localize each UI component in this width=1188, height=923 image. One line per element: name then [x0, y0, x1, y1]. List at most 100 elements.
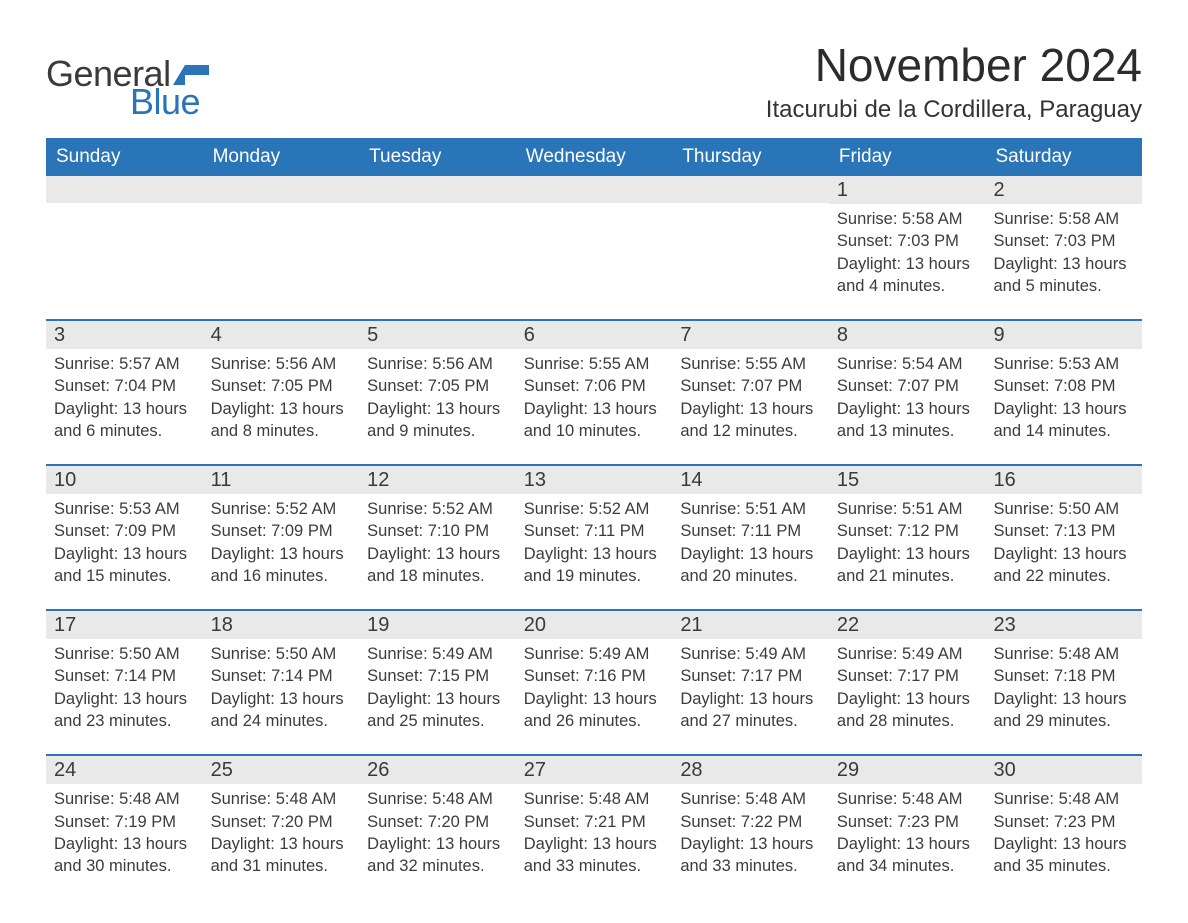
sunrise-line: Sunrise: 5:49 AM [680, 643, 821, 665]
day-cell: 11Sunrise: 5:52 AMSunset: 7:09 PMDayligh… [203, 466, 360, 593]
day-details: Sunrise: 5:50 AMSunset: 7:13 PMDaylight:… [985, 494, 1142, 587]
day-number: 4 [203, 321, 360, 349]
day-details: Sunrise: 5:58 AMSunset: 7:03 PMDaylight:… [829, 204, 986, 297]
day-number: 10 [46, 466, 203, 494]
sunrise-line: Sunrise: 5:50 AM [993, 498, 1134, 520]
sunrise-line: Sunrise: 5:48 AM [837, 788, 978, 810]
daylight-line: Daylight: 13 hours and 8 minutes. [211, 398, 352, 443]
day-cell [672, 176, 829, 303]
daylight-line: Daylight: 13 hours and 20 minutes. [680, 543, 821, 588]
day-details: Sunrise: 5:48 AMSunset: 7:19 PMDaylight:… [46, 784, 203, 877]
sunrise-line: Sunrise: 5:58 AM [837, 208, 978, 230]
day-number [359, 176, 516, 203]
day-details: Sunrise: 5:49 AMSunset: 7:17 PMDaylight:… [829, 639, 986, 732]
sunrise-line: Sunrise: 5:55 AM [524, 353, 665, 375]
sunset-line: Sunset: 7:11 PM [524, 520, 665, 542]
weekday-header: Monday [203, 138, 360, 176]
sunset-line: Sunset: 7:14 PM [211, 665, 352, 687]
daylight-line: Daylight: 13 hours and 19 minutes. [524, 543, 665, 588]
daylight-line: Daylight: 13 hours and 25 minutes. [367, 688, 508, 733]
day-number: 25 [203, 756, 360, 784]
daylight-line: Daylight: 13 hours and 16 minutes. [211, 543, 352, 588]
day-number: 17 [46, 611, 203, 639]
daylight-line: Daylight: 13 hours and 15 minutes. [54, 543, 195, 588]
sunrise-line: Sunrise: 5:50 AM [54, 643, 195, 665]
day-cell [359, 176, 516, 303]
day-cell: 6Sunrise: 5:55 AMSunset: 7:06 PMDaylight… [516, 321, 673, 448]
daylight-line: Daylight: 13 hours and 5 minutes. [993, 253, 1134, 298]
day-number [516, 176, 673, 203]
weekday-header: Saturday [985, 138, 1142, 176]
sunrise-line: Sunrise: 5:52 AM [211, 498, 352, 520]
day-number: 2 [985, 176, 1142, 204]
day-number: 26 [359, 756, 516, 784]
sunset-line: Sunset: 7:15 PM [367, 665, 508, 687]
day-number: 22 [829, 611, 986, 639]
day-details: Sunrise: 5:52 AMSunset: 7:11 PMDaylight:… [516, 494, 673, 587]
day-details: Sunrise: 5:48 AMSunset: 7:23 PMDaylight:… [829, 784, 986, 877]
calendar-page: General Blue November 2024 Itacurubi de … [0, 0, 1188, 923]
sunrise-line: Sunrise: 5:53 AM [54, 498, 195, 520]
week-row: 10Sunrise: 5:53 AMSunset: 7:09 PMDayligh… [46, 464, 1142, 593]
day-details: Sunrise: 5:49 AMSunset: 7:16 PMDaylight:… [516, 639, 673, 732]
sunset-line: Sunset: 7:12 PM [837, 520, 978, 542]
daylight-line: Daylight: 13 hours and 4 minutes. [837, 253, 978, 298]
sunrise-line: Sunrise: 5:48 AM [54, 788, 195, 810]
week-row: 24Sunrise: 5:48 AMSunset: 7:19 PMDayligh… [46, 754, 1142, 883]
daylight-line: Daylight: 13 hours and 33 minutes. [680, 833, 821, 878]
sunset-line: Sunset: 7:06 PM [524, 375, 665, 397]
sunrise-line: Sunrise: 5:55 AM [680, 353, 821, 375]
sunrise-line: Sunrise: 5:51 AM [680, 498, 821, 520]
day-number: 24 [46, 756, 203, 784]
sunset-line: Sunset: 7:11 PM [680, 520, 821, 542]
week-row: 3Sunrise: 5:57 AMSunset: 7:04 PMDaylight… [46, 319, 1142, 448]
sunset-line: Sunset: 7:10 PM [367, 520, 508, 542]
day-details: Sunrise: 5:58 AMSunset: 7:03 PMDaylight:… [985, 204, 1142, 297]
day-details: Sunrise: 5:48 AMSunset: 7:20 PMDaylight:… [203, 784, 360, 877]
sunset-line: Sunset: 7:07 PM [680, 375, 821, 397]
sunset-line: Sunset: 7:23 PM [837, 811, 978, 833]
day-cell: 16Sunrise: 5:50 AMSunset: 7:13 PMDayligh… [985, 466, 1142, 593]
day-cell: 26Sunrise: 5:48 AMSunset: 7:20 PMDayligh… [359, 756, 516, 883]
day-number: 6 [516, 321, 673, 349]
daylight-line: Daylight: 13 hours and 30 minutes. [54, 833, 195, 878]
day-cell [516, 176, 673, 303]
day-number: 30 [985, 756, 1142, 784]
day-number: 14 [672, 466, 829, 494]
day-cell: 1Sunrise: 5:58 AMSunset: 7:03 PMDaylight… [829, 176, 986, 303]
day-number [203, 176, 360, 203]
weekday-header: Tuesday [359, 138, 516, 176]
daylight-line: Daylight: 13 hours and 26 minutes. [524, 688, 665, 733]
sunset-line: Sunset: 7:05 PM [211, 375, 352, 397]
sunrise-line: Sunrise: 5:48 AM [993, 643, 1134, 665]
day-cell: 19Sunrise: 5:49 AMSunset: 7:15 PMDayligh… [359, 611, 516, 738]
sunrise-line: Sunrise: 5:49 AM [524, 643, 665, 665]
day-details: Sunrise: 5:55 AMSunset: 7:07 PMDaylight:… [672, 349, 829, 442]
sunset-line: Sunset: 7:14 PM [54, 665, 195, 687]
day-details: Sunrise: 5:48 AMSunset: 7:23 PMDaylight:… [985, 784, 1142, 877]
day-cell: 18Sunrise: 5:50 AMSunset: 7:14 PMDayligh… [203, 611, 360, 738]
sunrise-line: Sunrise: 5:57 AM [54, 353, 195, 375]
day-details: Sunrise: 5:50 AMSunset: 7:14 PMDaylight:… [46, 639, 203, 732]
day-details: Sunrise: 5:48 AMSunset: 7:22 PMDaylight:… [672, 784, 829, 877]
day-cell: 22Sunrise: 5:49 AMSunset: 7:17 PMDayligh… [829, 611, 986, 738]
day-details: Sunrise: 5:51 AMSunset: 7:11 PMDaylight:… [672, 494, 829, 587]
sunset-line: Sunset: 7:16 PM [524, 665, 665, 687]
week-row: 1Sunrise: 5:58 AMSunset: 7:03 PMDaylight… [46, 176, 1142, 303]
day-number: 12 [359, 466, 516, 494]
daylight-line: Daylight: 13 hours and 12 minutes. [680, 398, 821, 443]
sunset-line: Sunset: 7:17 PM [680, 665, 821, 687]
daylight-line: Daylight: 13 hours and 6 minutes. [54, 398, 195, 443]
daylight-line: Daylight: 13 hours and 32 minutes. [367, 833, 508, 878]
daylight-line: Daylight: 13 hours and 23 minutes. [54, 688, 195, 733]
sunrise-line: Sunrise: 5:56 AM [211, 353, 352, 375]
sunset-line: Sunset: 7:04 PM [54, 375, 195, 397]
day-details: Sunrise: 5:56 AMSunset: 7:05 PMDaylight:… [359, 349, 516, 442]
sunrise-line: Sunrise: 5:48 AM [211, 788, 352, 810]
day-cell: 27Sunrise: 5:48 AMSunset: 7:21 PMDayligh… [516, 756, 673, 883]
brand-word-2: Blue [130, 84, 209, 120]
day-details: Sunrise: 5:53 AMSunset: 7:08 PMDaylight:… [985, 349, 1142, 442]
sunset-line: Sunset: 7:08 PM [993, 375, 1134, 397]
day-number: 9 [985, 321, 1142, 349]
sunset-line: Sunset: 7:23 PM [993, 811, 1134, 833]
